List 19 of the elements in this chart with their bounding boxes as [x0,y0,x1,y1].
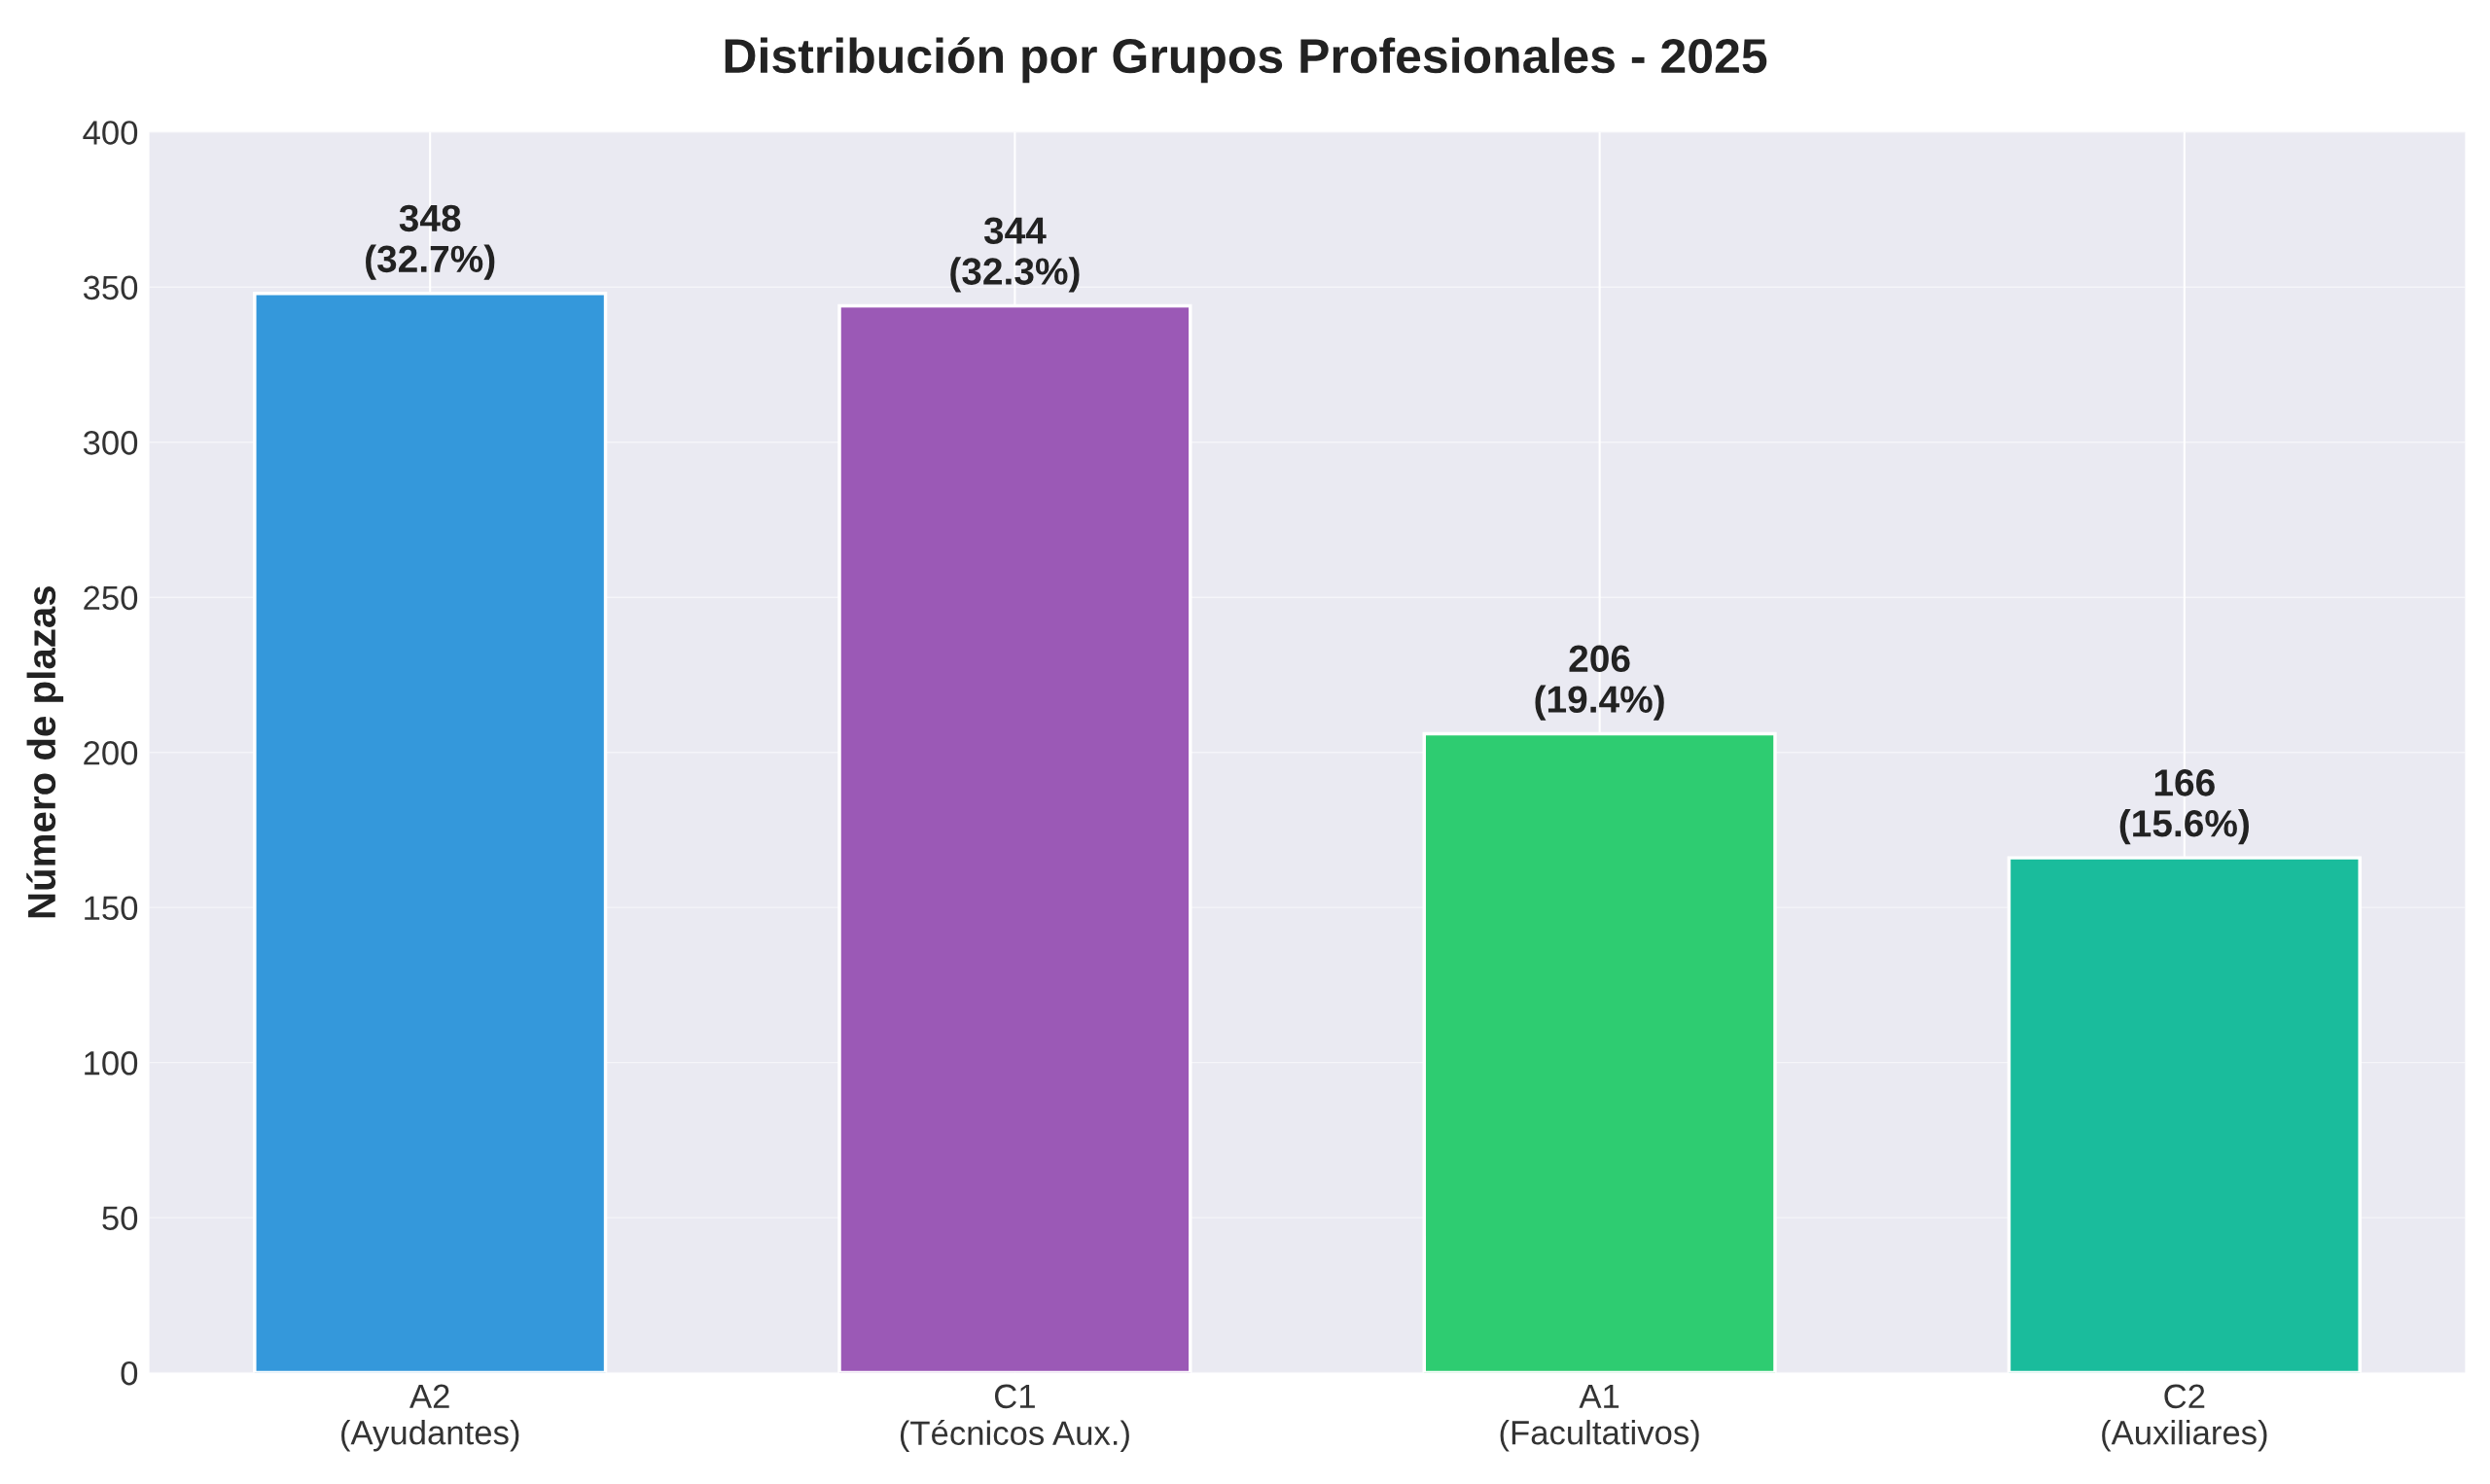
y-tick-label: 200 [84,741,138,765]
y-tick-label: 300 [83,431,138,455]
y-tick-label: 250 [84,585,138,611]
y-tick-label: 0 [121,1360,138,1386]
data-label: 206 (19.4%) [1535,645,1664,721]
y-tick-label: 150 [85,896,138,921]
y-tick-label: 350 [83,275,138,300]
x-tick-label: C2 (Auxiliares) [2102,1384,2267,1452]
x-tick-label: A2 (Ayudantes) [341,1384,519,1452]
data-label: 166 (15.6%) [2119,769,2249,845]
y-tick-label: 100 [85,1050,138,1076]
y-axis-title: Número de plazas [26,585,64,918]
data-label: 344 (32.3%) [950,217,1080,293]
y-tick-label: 50 [102,1206,138,1231]
data-label: 348 (32.7%) [366,204,495,280]
x-tick-label: A1 (Facultativos) [1500,1384,1699,1452]
x-tick-label: C1 (Técnicos Aux.) [900,1384,1129,1452]
y-tick-label: 400 [83,121,138,145]
chart-title: Distribución por Grupos Profesionales - 2025 [725,37,1767,84]
